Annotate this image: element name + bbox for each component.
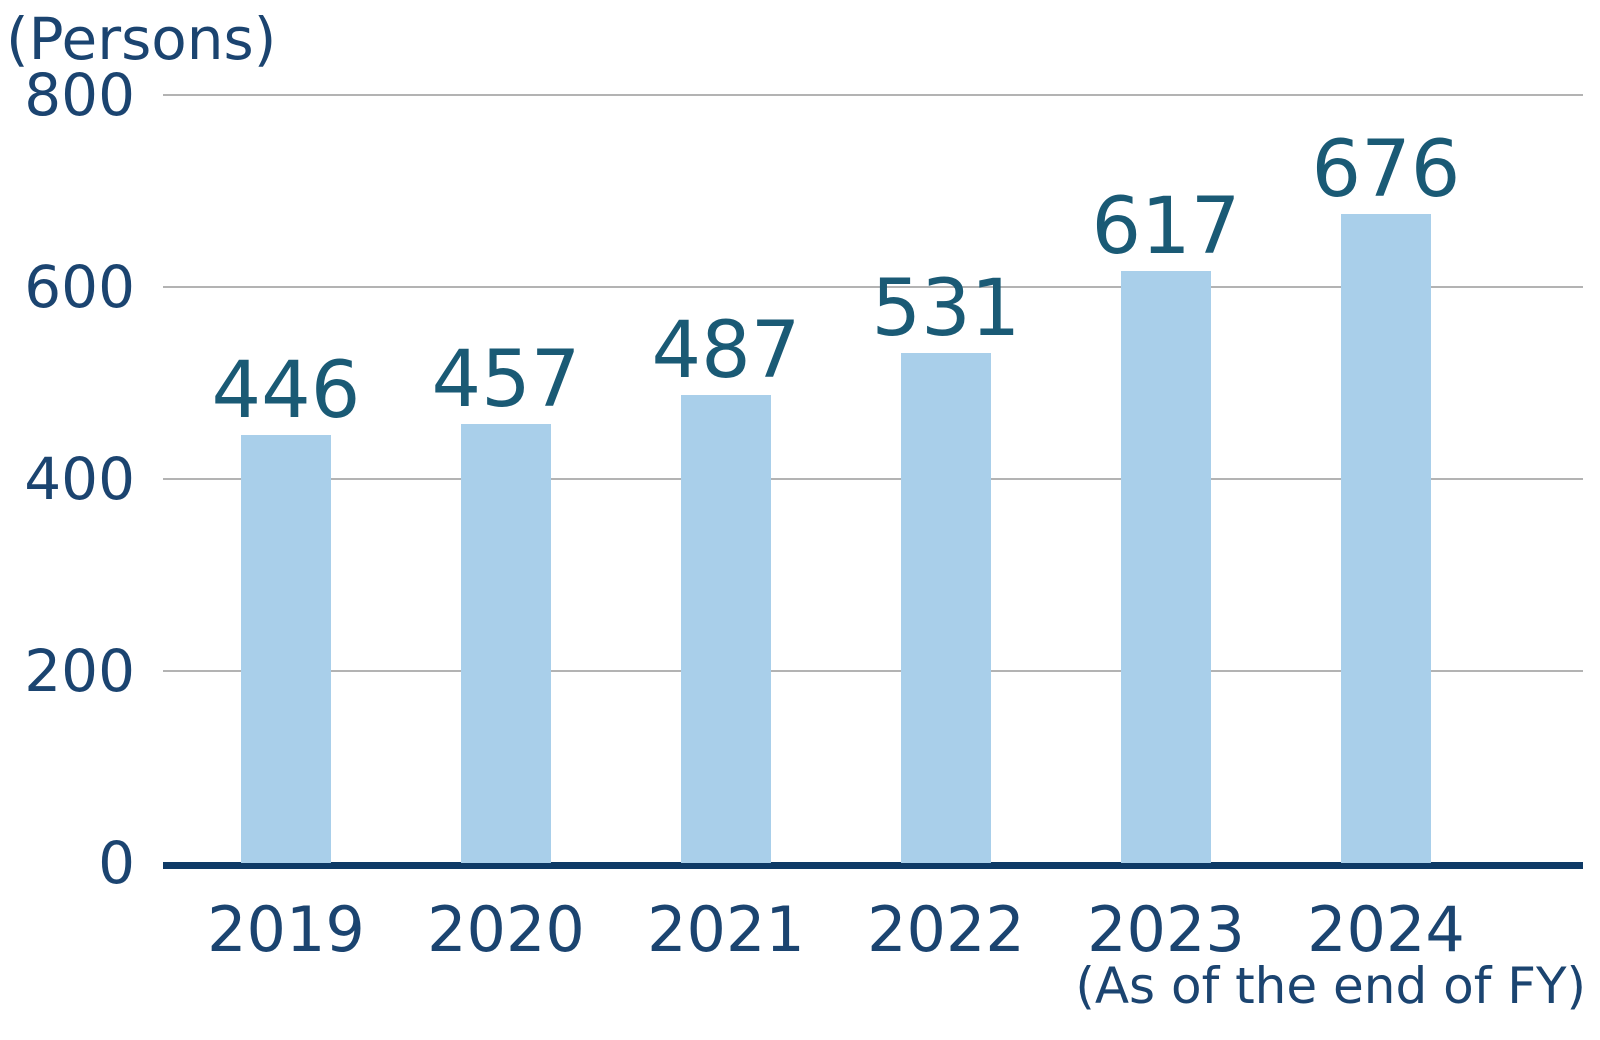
- y-gridline: [163, 94, 1583, 96]
- y-axis-unit-label: (Persons): [6, 5, 277, 73]
- bar-value-label: 487: [651, 306, 801, 396]
- x-tick-label: 2021: [647, 893, 805, 966]
- bar-value-label: 531: [871, 264, 1021, 354]
- y-gridline: [163, 286, 1583, 288]
- bar-value-label: 676: [1311, 125, 1461, 215]
- y-tick-label: 800: [24, 61, 135, 129]
- bar-2024: [1341, 214, 1431, 863]
- x-tick-label: 2020: [427, 893, 585, 966]
- x-tick-label: 2022: [867, 893, 1025, 966]
- x-tick-label: 2023: [1087, 893, 1245, 966]
- y-tick-label: 400: [24, 445, 135, 513]
- y-gridline: [163, 478, 1583, 480]
- bar-2022: [901, 353, 991, 863]
- y-tick-label: 600: [24, 253, 135, 321]
- bar-2023: [1121, 271, 1211, 863]
- x-axis-footnote: (As of the end of FY): [1075, 957, 1586, 1015]
- y-tick-label: 200: [24, 637, 135, 705]
- x-axis-baseline: [163, 862, 1583, 869]
- x-tick-label: 2019: [207, 893, 365, 966]
- bar-value-label: 446: [211, 346, 361, 436]
- bar-2020: [461, 424, 551, 863]
- bar-2021: [681, 395, 771, 863]
- y-tick-label: 0: [98, 829, 135, 897]
- bar-2019: [241, 435, 331, 863]
- bar-value-label: 457: [431, 335, 581, 425]
- bar-value-label: 617: [1091, 182, 1241, 272]
- x-tick-label: 2024: [1307, 893, 1465, 966]
- y-gridline: [163, 670, 1583, 672]
